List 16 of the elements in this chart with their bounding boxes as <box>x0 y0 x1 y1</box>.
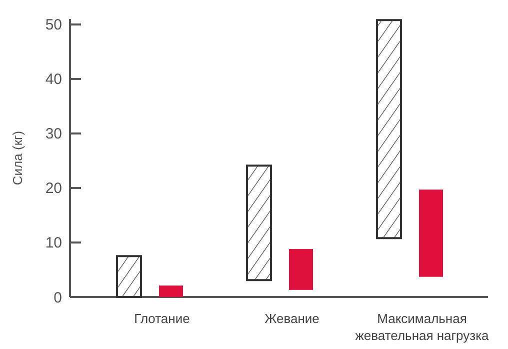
y-tick-label: 40 <box>45 71 62 88</box>
bar <box>159 286 183 297</box>
y-tick-label: 30 <box>45 126 62 143</box>
y-tick-label: 20 <box>45 180 62 198</box>
y-tick-label: 10 <box>45 234 62 252</box>
bar <box>246 164 272 282</box>
y-axis-title: Сила (кг) <box>10 130 25 186</box>
y-tick-label: 50 <box>45 16 62 34</box>
y-tick-label: 0 <box>54 289 62 306</box>
bar <box>376 19 402 240</box>
x-tick-label: Максимальная жевательная нагрузка <box>355 311 490 343</box>
x-tick-label: Глотание <box>134 311 190 326</box>
bar <box>419 190 443 277</box>
x-tick-label: Жевание <box>264 311 320 326</box>
bar <box>116 255 142 298</box>
bar <box>289 249 313 290</box>
